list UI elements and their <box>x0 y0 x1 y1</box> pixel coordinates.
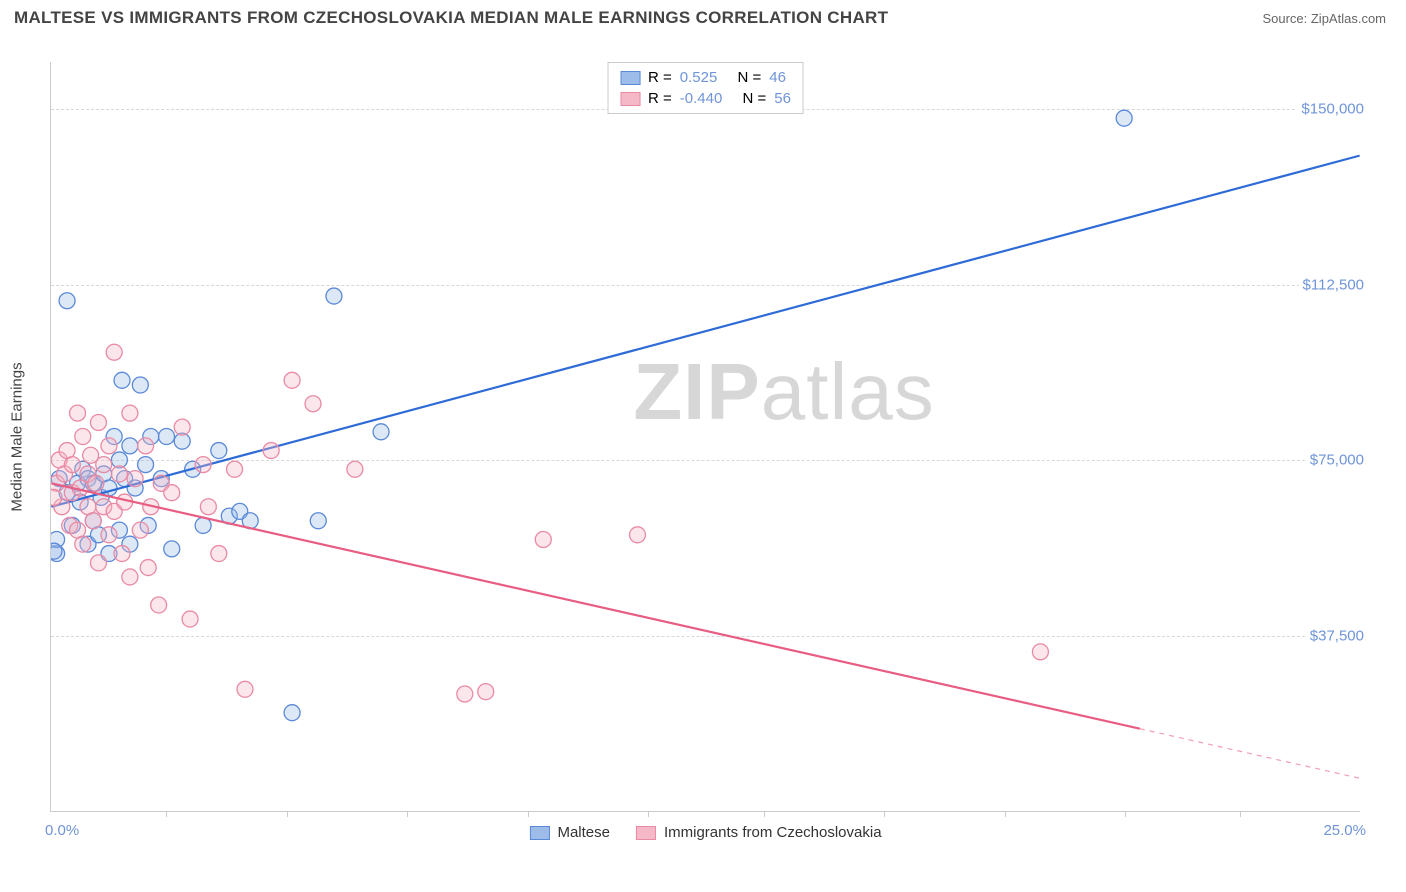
scatter-point <box>90 414 106 430</box>
scatter-point <box>174 419 190 435</box>
x-tick <box>1240 811 1241 817</box>
scatter-point <box>284 705 300 721</box>
legend-correlation: R = 0.525 N = 46 R = -0.440 N = 56 <box>607 62 804 114</box>
scatter-point <box>132 377 148 393</box>
regression-line-extrapolated <box>1140 729 1360 779</box>
scatter-point <box>200 499 216 515</box>
legend-r-value-1: -0.440 <box>680 90 723 107</box>
scatter-point <box>1116 110 1132 126</box>
scatter-point <box>151 597 167 613</box>
scatter-point <box>211 443 227 459</box>
scatter-point <box>478 684 494 700</box>
scatter-point <box>211 546 227 562</box>
scatter-point <box>114 546 130 562</box>
scatter-point <box>1032 644 1048 660</box>
x-tick <box>287 811 288 817</box>
scatter-point <box>75 536 91 552</box>
scatter-point <box>164 541 180 557</box>
chart-header: MALTESE VS IMMIGRANTS FROM CZECHOSLOVAKI… <box>0 0 1406 32</box>
x-axis-label-min: 0.0% <box>45 822 79 839</box>
legend-swatch-series-0 <box>620 71 640 85</box>
scatter-point <box>127 471 143 487</box>
legend-n-label: N = <box>738 69 762 86</box>
x-axis-label-max: 25.0% <box>1323 822 1366 839</box>
scatter-point <box>159 429 175 445</box>
scatter-point <box>88 475 104 491</box>
legend-swatch-series-1 <box>636 826 656 840</box>
legend-series-label-1: Immigrants from Czechoslovakia <box>664 824 882 841</box>
legend-r-value-0: 0.525 <box>680 69 718 86</box>
scatter-point <box>111 466 127 482</box>
legend-r-label: R = <box>648 90 672 107</box>
scatter-point <box>227 461 243 477</box>
scatter-point <box>70 405 86 421</box>
chart-title: MALTESE VS IMMIGRANTS FROM CZECHOSLOVAKI… <box>14 8 888 28</box>
scatter-point <box>284 372 300 388</box>
scatter-point <box>101 527 117 543</box>
scatter-point <box>122 438 138 454</box>
scatter-point <box>51 543 62 559</box>
scatter-point <box>140 560 156 576</box>
regression-line <box>51 483 1139 728</box>
scatter-point <box>535 531 551 547</box>
scatter-point <box>64 457 80 473</box>
scatter-point <box>59 293 75 309</box>
x-tick <box>648 811 649 817</box>
scatter-point <box>101 438 117 454</box>
regression-line <box>51 156 1359 507</box>
x-tick <box>407 811 408 817</box>
scatter-point <box>96 457 112 473</box>
legend-row: R = -0.440 N = 56 <box>620 88 791 109</box>
scatter-point <box>310 513 326 529</box>
scatter-point <box>122 405 138 421</box>
scatter-point <box>138 457 154 473</box>
y-axis-title: Median Male Earnings <box>9 362 26 511</box>
legend-item: Maltese <box>529 824 610 841</box>
scatter-point <box>85 513 101 529</box>
x-tick <box>884 811 885 817</box>
scatter-point <box>90 555 106 571</box>
x-tick <box>1125 811 1126 817</box>
legend-series: Maltese Immigrants from Czechoslovakia <box>529 824 881 841</box>
scatter-point <box>263 443 279 459</box>
scatter-point <box>629 527 645 543</box>
scatter-point <box>122 569 138 585</box>
legend-row: R = 0.525 N = 46 <box>620 67 791 88</box>
scatter-point <box>182 611 198 627</box>
legend-swatch-series-0 <box>529 826 549 840</box>
x-tick <box>166 811 167 817</box>
x-tick <box>528 811 529 817</box>
plot-area: Median Male Earnings ZIPatlas $37,500$75… <box>50 62 1360 812</box>
legend-n-label: N = <box>743 90 767 107</box>
legend-swatch-series-1 <box>620 92 640 106</box>
legend-r-label: R = <box>648 69 672 86</box>
legend-item: Immigrants from Czechoslovakia <box>636 824 882 841</box>
scatter-point <box>237 681 253 697</box>
scatter-point <box>51 489 62 505</box>
x-tick <box>764 811 765 817</box>
scatter-point <box>132 522 148 538</box>
scatter-point <box>164 485 180 501</box>
scatter-point <box>138 438 154 454</box>
scatter-point <box>347 461 363 477</box>
scatter-point <box>195 457 211 473</box>
scatter-point <box>373 424 389 440</box>
chart-svg-layer <box>51 62 1360 811</box>
scatter-point <box>106 344 122 360</box>
scatter-point <box>114 372 130 388</box>
x-tick <box>1005 811 1006 817</box>
legend-series-label-0: Maltese <box>557 824 610 841</box>
legend-n-value-0: 46 <box>769 69 786 86</box>
source-attribution: Source: ZipAtlas.com <box>1262 11 1386 26</box>
scatter-point <box>305 396 321 412</box>
legend-n-value-1: 56 <box>774 90 791 107</box>
scatter-point <box>75 429 91 445</box>
scatter-point <box>326 288 342 304</box>
scatter-point <box>457 686 473 702</box>
